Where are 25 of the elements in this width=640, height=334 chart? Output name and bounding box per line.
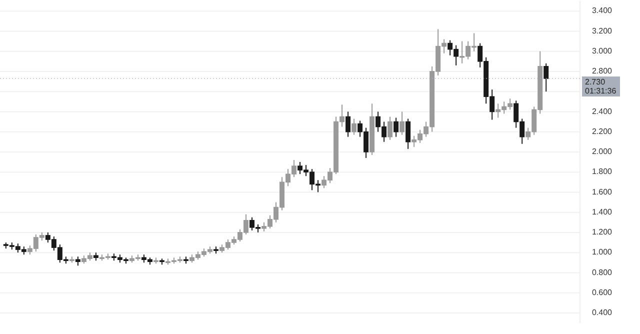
y-tick-label: 3.000 (592, 46, 613, 56)
y-tick-label: 1.600 (592, 187, 613, 196)
y-tick-label: 2.200 (592, 126, 613, 136)
y-tick-label: 2.400 (592, 106, 613, 116)
candlestick (544, 62, 549, 92)
candlestick (400, 111, 405, 136)
y-tick-label: 1.200 (592, 228, 613, 237)
candlestick (388, 116, 393, 140)
y-tick-label: 2.800 (592, 66, 613, 76)
ref-line-label: 2.730 (585, 78, 606, 87)
y-tick-label: 1.800 (592, 167, 613, 176)
y-tick-label: 0.800 (592, 268, 613, 277)
text: 01:31:36 (585, 86, 617, 96)
candlestick (352, 118, 357, 136)
candlestick (394, 117, 399, 138)
y-tick-label: 1.000 (592, 248, 613, 257)
candlestick (406, 118, 411, 150)
y-tick-label: 1.400 (592, 207, 613, 216)
y-tick-label: 3.400 (592, 6, 613, 16)
y-tick-label: 0.400 (592, 308, 613, 318)
y-tick-label: 0.600 (592, 288, 613, 297)
candlestick (75, 256, 80, 266)
candlestick (346, 111, 351, 138)
y-tick-label: 2.000 (592, 147, 613, 156)
y-tick-label: 3.200 (592, 26, 613, 36)
